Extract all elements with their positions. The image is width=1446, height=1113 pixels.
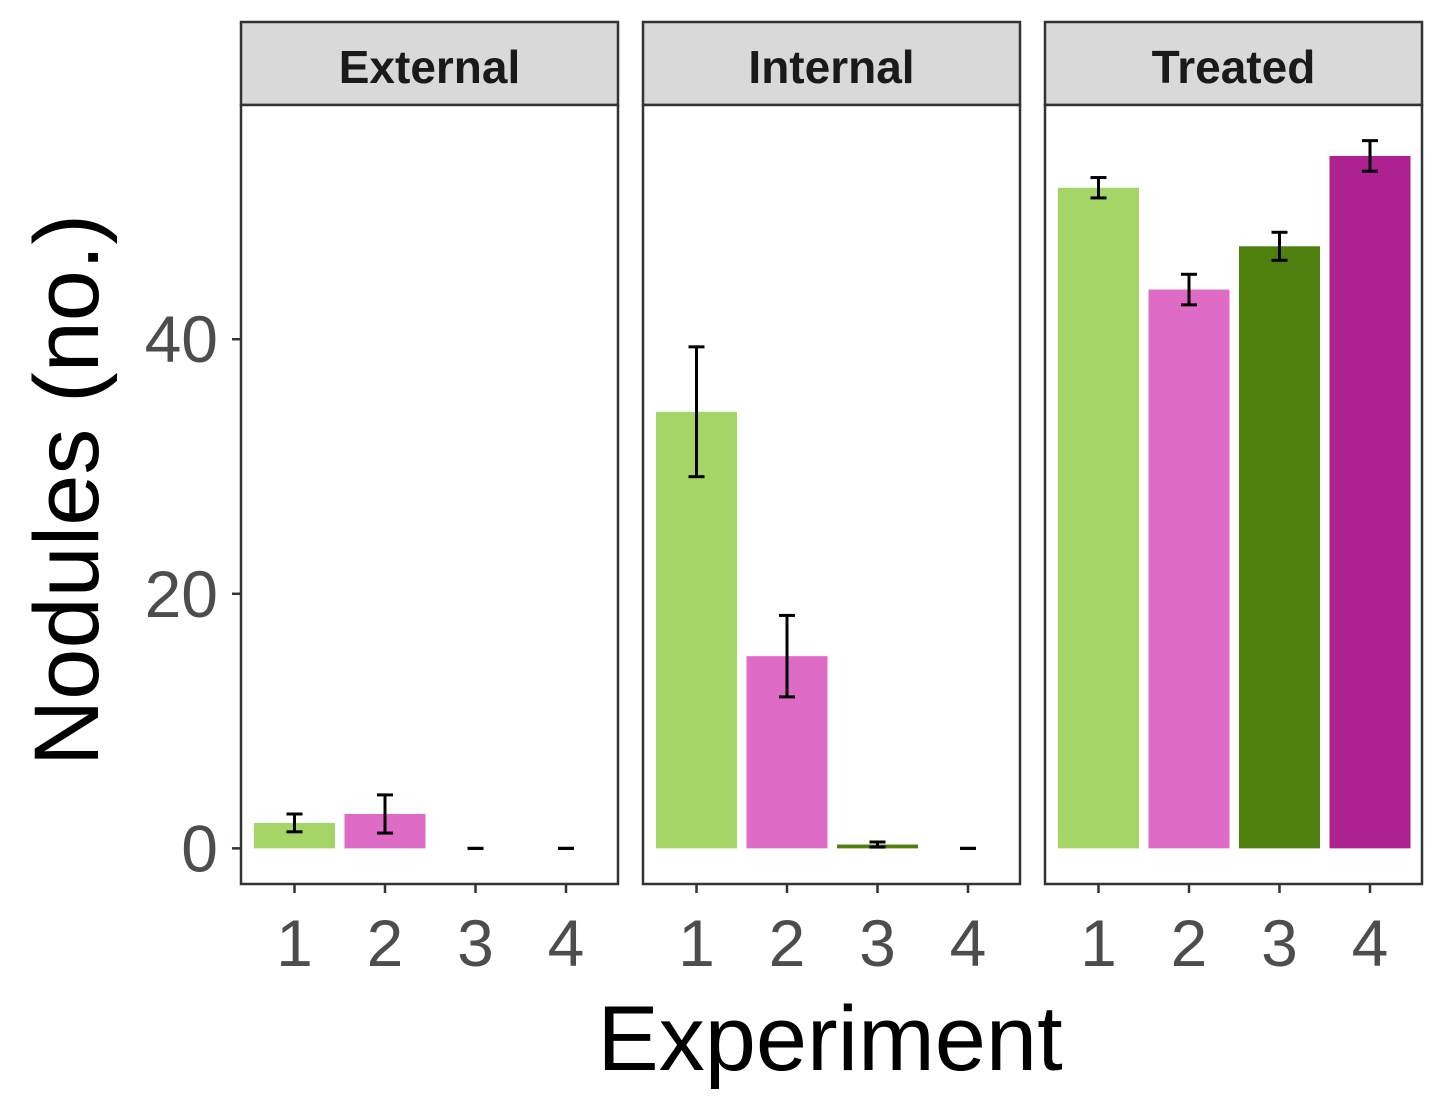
x-tick-label: 4: [950, 906, 987, 980]
error-bar: [286, 812, 303, 834]
error-bar: [779, 613, 795, 699]
facet-strip-label: Internal: [748, 41, 914, 93]
x-tick-label: 2: [367, 906, 404, 980]
x-tick-label: 1: [1080, 906, 1117, 980]
panel-treated: Treated 1 2 3 4: [1043, 20, 1424, 980]
x-tick-label: 3: [457, 906, 494, 980]
y-tick-label: 20: [145, 557, 218, 631]
panel-border: [239, 103, 620, 886]
error-bar: [1362, 139, 1378, 173]
x-tick-label: 1: [678, 906, 715, 980]
bar: [1239, 246, 1320, 849]
bar: [656, 411, 737, 849]
x-tick-label: 3: [1261, 906, 1298, 980]
facet-strip: [1043, 20, 1424, 107]
y-tick-label: 40: [145, 302, 218, 376]
error-bar: [1181, 272, 1197, 307]
panel-border: [1043, 103, 1424, 886]
x-tick-label: 2: [769, 906, 806, 980]
x-tick-label: 4: [1352, 906, 1389, 980]
panel-border: [641, 103, 1022, 886]
y-axis: 0 20 40: [145, 302, 241, 885]
x-axis-title: Experiment: [597, 988, 1062, 1090]
error-bar: [869, 840, 886, 849]
panel-internal: Internal 1 2 3 4: [641, 20, 1022, 980]
y-axis-title: Nodules (no.): [16, 214, 118, 766]
error-bar: [688, 345, 705, 479]
bar: [1329, 155, 1411, 849]
y-tick-label: 0: [181, 811, 218, 885]
facet-strip: [239, 20, 620, 107]
bar: [1058, 187, 1139, 849]
x-tick-label: 2: [1171, 906, 1208, 980]
panel-external: External 1 2 3 4: [239, 20, 620, 980]
facet-strip-label: External: [339, 41, 521, 93]
error-bar: [377, 793, 393, 835]
error-bar: [1090, 176, 1107, 200]
bar: [1148, 289, 1230, 849]
facet-strip-label: Treated: [1152, 41, 1316, 93]
error-bar: [1271, 230, 1288, 262]
x-tick-label: 4: [548, 906, 585, 980]
panel-background: [241, 105, 618, 884]
x-tick-label: 1: [276, 906, 313, 980]
x-tick-label: 3: [859, 906, 896, 980]
